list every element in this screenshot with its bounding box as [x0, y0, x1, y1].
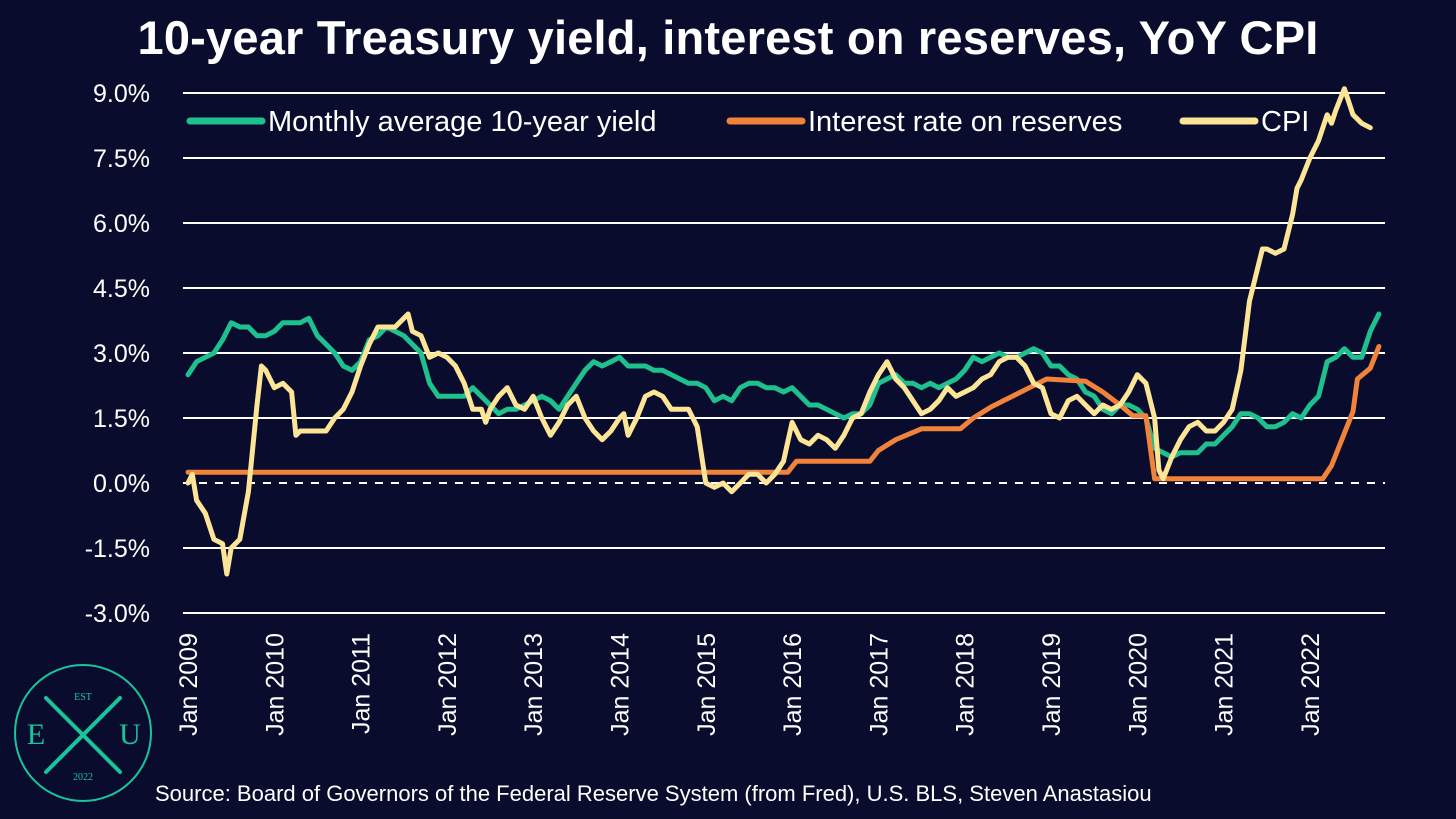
x-tick-label: Jan 2019: [1038, 633, 1066, 736]
legend-label: Interest rate on reserves: [808, 106, 1122, 138]
exu-logo: EST E U 2022: [14, 664, 152, 802]
logo-year: 2022: [73, 772, 93, 783]
grid-lines: [183, 92, 1385, 614]
series-lines: [185, 86, 1382, 577]
logo-letter-u: U: [119, 718, 141, 751]
x-tick-label: Jan 2011: [348, 633, 376, 734]
source-note: Source: Board of Governors of the Federa…: [155, 781, 1152, 806]
y-tick-label: 9.0%: [93, 80, 150, 108]
logo-letter-e: E: [27, 718, 45, 751]
legend: Monthly average 10-year yield Interest ra…: [186, 104, 1309, 140]
x-tick-label: Jan 2022: [1297, 633, 1325, 736]
x-tick-label: Jan 2014: [607, 633, 635, 736]
legend-item-interest-on-reserves: Interest rate on reserves: [726, 104, 1122, 140]
legend-item-cpi: CPI: [1179, 104, 1309, 140]
series-line-cpi: [185, 86, 1373, 577]
x-axis-labels: Jan 2009 Jan 2010 Jan 2011 Jan 2012 Jan 2013…: [175, 633, 1325, 736]
x-tick-label: Jan 2015: [693, 633, 721, 736]
legend-label: CPI: [1261, 106, 1309, 138]
y-tick-label: 1.5%: [93, 405, 150, 433]
x-tick-label: Jan 2009: [175, 633, 203, 736]
legend-label: Monthly average 10-year yield: [268, 106, 656, 138]
x-tick-label: Jan 2021: [1211, 633, 1239, 736]
x-tick-label: Jan 2017: [865, 633, 893, 736]
y-tick-label: 0.0%: [93, 470, 150, 498]
x-tick-label: Jan 2018: [952, 633, 980, 736]
x-tick-label: Jan 2016: [779, 633, 807, 736]
crossed-swords-icon: [44, 696, 122, 774]
x-tick-label: Jan 2013: [520, 633, 548, 736]
y-tick-label: -1.5%: [85, 535, 150, 563]
y-tick-label: 4.5%: [93, 275, 150, 303]
x-tick-label: Jan 2012: [434, 633, 462, 736]
x-tick-label: Jan 2010: [261, 633, 289, 736]
y-tick-label: 6.0%: [93, 210, 150, 238]
series-line-interest-on-reserves: [185, 344, 1382, 482]
y-tick-label: 3.0%: [93, 340, 150, 368]
y-tick-label: -3.0%: [85, 600, 150, 628]
y-tick-label: 7.5%: [93, 145, 150, 173]
series-line-10y-yield: [185, 311, 1382, 460]
chart-title: 10-year Treasury yield, interest on rese…: [137, 11, 1319, 64]
legend-item-10y-yield: Monthly average 10-year yield: [186, 104, 656, 140]
logo-est: EST: [74, 692, 92, 703]
y-axis-labels: 9.0% 7.5% 6.0% 4.5% 3.0% 1.5% 0.0% -1.5% -3.0%: [85, 80, 150, 628]
x-tick-label: Jan 2020: [1124, 633, 1152, 736]
